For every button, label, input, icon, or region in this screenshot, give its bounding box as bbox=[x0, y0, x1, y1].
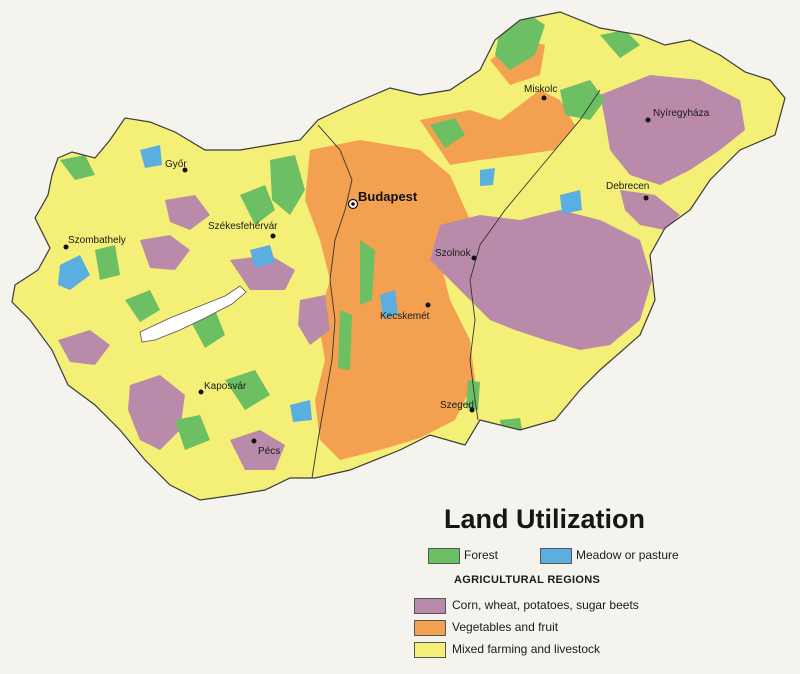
corn-region bbox=[620, 190, 680, 230]
forest-region bbox=[125, 290, 160, 322]
city-dot bbox=[198, 389, 204, 395]
city-label-budapest: Budapest bbox=[358, 189, 418, 204]
meadow-region bbox=[250, 245, 275, 268]
city-label-kecskemet: Kecskemét bbox=[380, 311, 430, 322]
legend: Land Utilization Forest Meadow or pastur… bbox=[400, 500, 780, 670]
meadow-region bbox=[290, 400, 312, 422]
agricultural-regions-heading: AGRICULTURAL REGIONS bbox=[454, 574, 601, 586]
legend-swatch-vegetables bbox=[414, 620, 446, 636]
forest-region bbox=[430, 118, 465, 148]
legend-swatch-meadow bbox=[540, 548, 572, 564]
forest-region bbox=[175, 415, 210, 450]
legend-swatch-corn bbox=[414, 598, 446, 614]
city-dot bbox=[425, 302, 431, 308]
city-dot bbox=[469, 407, 475, 413]
forest-region bbox=[466, 380, 480, 410]
forest-region bbox=[240, 185, 275, 225]
danube-river bbox=[311, 124, 353, 479]
legend-label-corn: Corn, wheat, potatoes, sugar beets bbox=[452, 598, 639, 612]
city-label-szombathely: Szombathely bbox=[68, 235, 126, 246]
country-border bbox=[11, 11, 786, 501]
forest-region bbox=[338, 310, 352, 370]
city-dot bbox=[643, 195, 649, 201]
vegetables-region bbox=[420, 90, 575, 165]
legend-swatch-mixed bbox=[414, 642, 446, 658]
city-label-gyor: Győr bbox=[165, 159, 187, 170]
forest-region bbox=[60, 155, 95, 180]
city-label-nyiregyhaza: Nyíregyháza bbox=[653, 108, 710, 119]
forest-region bbox=[360, 240, 375, 305]
city-label-szolnok: Szolnok bbox=[435, 248, 472, 259]
legend-swatch-forest bbox=[428, 548, 460, 564]
meadow-region bbox=[380, 290, 398, 318]
city-label-szeged: Szeged bbox=[440, 400, 474, 411]
legend-label-mixed: Mixed farming and livestock bbox=[452, 642, 601, 656]
legend-label-forest: Forest bbox=[464, 548, 499, 562]
forest-region bbox=[225, 370, 270, 410]
legend-label-meadow: Meadow or pasture bbox=[576, 548, 679, 562]
city-label-pecs: Pécs bbox=[258, 446, 280, 457]
city-label-debrecen: Debrecen bbox=[606, 181, 649, 192]
cities bbox=[63, 95, 651, 444]
meadow-region bbox=[58, 255, 90, 290]
city-dot bbox=[270, 233, 276, 239]
corn-region bbox=[430, 210, 652, 350]
forest-region bbox=[560, 80, 605, 120]
city-label-miskolc: Miskolc bbox=[524, 84, 557, 95]
corn-region bbox=[600, 75, 745, 185]
corn-region bbox=[165, 195, 210, 230]
meadow-region bbox=[140, 145, 162, 168]
corn-region bbox=[230, 255, 295, 290]
city-dot bbox=[63, 244, 69, 250]
city-dot bbox=[541, 95, 547, 101]
corn-region bbox=[230, 430, 285, 470]
city-label-szekesfehervar: Székesfehérvár bbox=[208, 221, 278, 232]
capital-marker-dot bbox=[351, 202, 355, 206]
city-dot bbox=[182, 167, 188, 173]
meadow-region bbox=[480, 168, 495, 186]
map-title: Land Utilization bbox=[444, 504, 645, 534]
tisza-river bbox=[469, 89, 601, 421]
legend-label-vegetables: Vegetables and fruit bbox=[452, 620, 559, 634]
city-dot bbox=[471, 255, 477, 261]
city-dot bbox=[251, 438, 257, 444]
lake-balaton bbox=[139, 285, 247, 343]
corn-region bbox=[128, 375, 185, 450]
city-label-kaposvar: Kaposvár bbox=[204, 381, 247, 392]
corn-region bbox=[140, 235, 190, 270]
city-dot bbox=[645, 117, 651, 123]
forest-region bbox=[600, 30, 640, 58]
corn-region bbox=[298, 295, 330, 345]
corn-region bbox=[58, 330, 110, 365]
meadow-region bbox=[560, 190, 582, 214]
forest-region bbox=[95, 245, 120, 280]
forest-region bbox=[270, 155, 305, 215]
